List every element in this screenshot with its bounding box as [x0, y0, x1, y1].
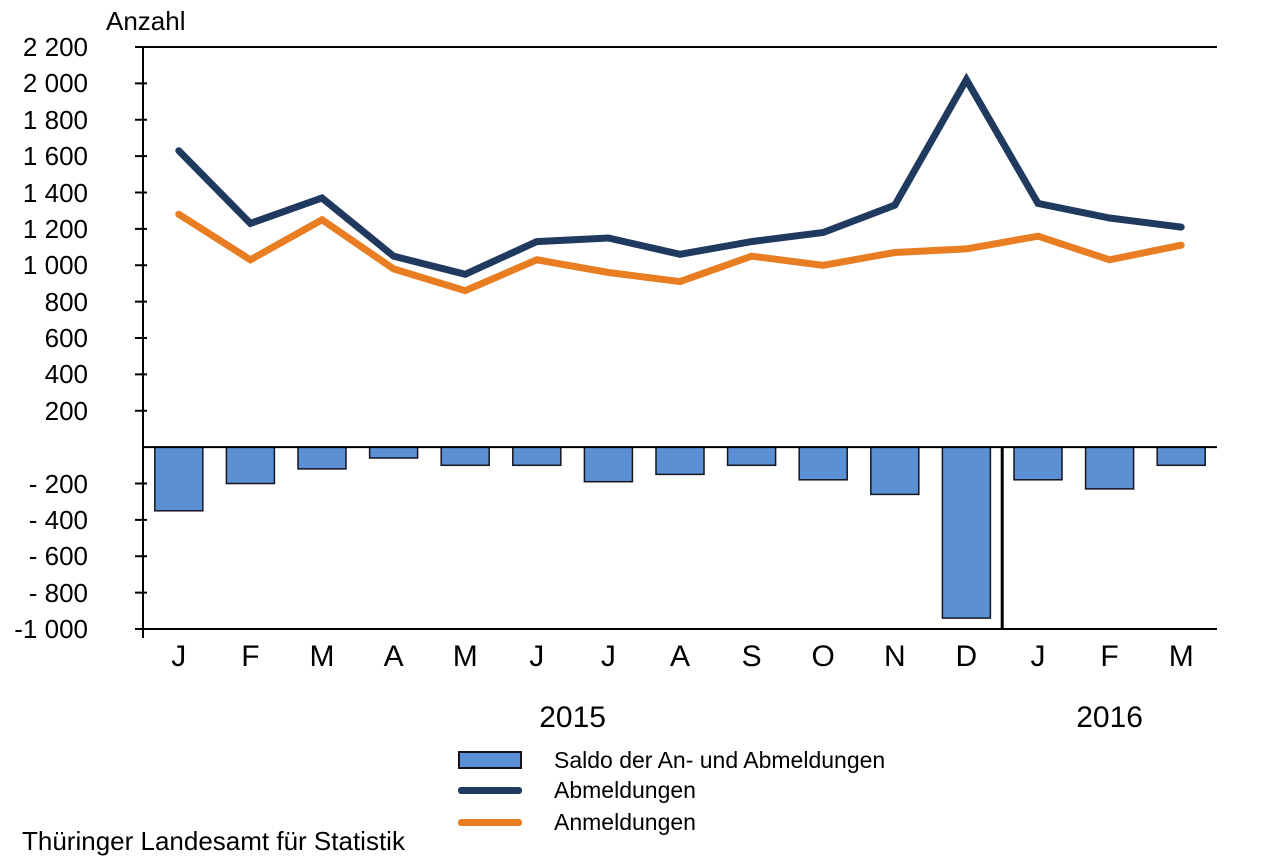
legend-label: Anmeldungen: [554, 808, 696, 835]
legend-item: Saldo der An- und Abmeldungen: [458, 746, 886, 773]
x-tick-label: D: [955, 640, 978, 673]
legend-abmeldungen-swatch: [458, 786, 522, 794]
y-tick-label: - 400: [28, 504, 88, 535]
legend-saldo-swatch: [458, 751, 522, 769]
y-tick-label: 800: [44, 286, 88, 317]
x-tick-label: O: [811, 640, 835, 673]
x-tick-label: F: [241, 640, 260, 673]
y-tick-label: 1 200: [22, 213, 88, 244]
saldo-bar: [368, 446, 419, 459]
y-tick-label: -1 000: [14, 614, 88, 644]
saldo-bar: [297, 446, 347, 470]
abmeldungen-line: [175, 72, 1185, 278]
y-axis-title: Anzahl: [106, 6, 186, 36]
legend-anmeldungen-swatch: [458, 818, 522, 826]
legend-label: Abmeldungen: [554, 776, 696, 803]
year-label: 2016: [1076, 701, 1143, 734]
x-tick-label: M: [1168, 640, 1194, 673]
y-tick-label: - 200: [28, 468, 88, 499]
saldo-bar: [1156, 446, 1206, 467]
saldo-bar: [726, 446, 777, 467]
saldo-bar: [870, 446, 920, 496]
saldo-bar: [798, 446, 848, 481]
y-tick-label: 200: [44, 395, 88, 426]
x-tick-label: A: [383, 640, 404, 673]
legend-item: Anmeldungen: [458, 808, 696, 835]
y-tick-label: 1 600: [22, 141, 88, 172]
legend-label: Saldo der An- und Abmeldungen: [554, 746, 886, 773]
x-tick-label: S: [741, 640, 762, 673]
y-tick-label: - 800: [28, 577, 88, 608]
x-tick-label: J: [529, 640, 545, 673]
x-tick-label: A: [669, 640, 690, 673]
y-tick-label: 2 200: [22, 32, 88, 62]
saldo-bar: [225, 446, 276, 485]
footer-text: Thüringer Landesamt für Statistik: [22, 826, 405, 856]
anmeldungen-line: [175, 210, 1185, 295]
legend-item: Abmeldungen: [458, 776, 696, 803]
x-tick-label: M: [309, 640, 335, 673]
y-tick-label: - 600: [28, 541, 88, 572]
x-tick-label: J: [600, 640, 616, 673]
saldo-bar: [583, 446, 634, 483]
x-tick-label: M: [452, 640, 478, 673]
y-tick-label: 1 800: [22, 104, 88, 135]
saldo-bar: [655, 446, 705, 476]
year-label: 2015: [539, 701, 606, 734]
x-tick-label: F: [1100, 640, 1119, 673]
y-tick-label: 1 400: [22, 177, 88, 208]
saldo-bar: [941, 446, 992, 619]
x-tick-label: J: [1030, 640, 1046, 673]
y-tick-label: 400: [44, 359, 88, 390]
saldo-bar: [154, 446, 204, 512]
saldo-bar: [1013, 446, 1063, 481]
saldo-bar: [512, 446, 562, 467]
saldo-bar: [440, 446, 490, 467]
y-tick-label: 1 000: [22, 250, 88, 281]
y-tick-label: 2 000: [22, 68, 88, 99]
x-tick-label: N: [883, 640, 906, 673]
x-tick-label: J: [171, 640, 187, 673]
y-tick-label: 600: [44, 323, 88, 353]
saldo-bar: [1084, 446, 1135, 490]
